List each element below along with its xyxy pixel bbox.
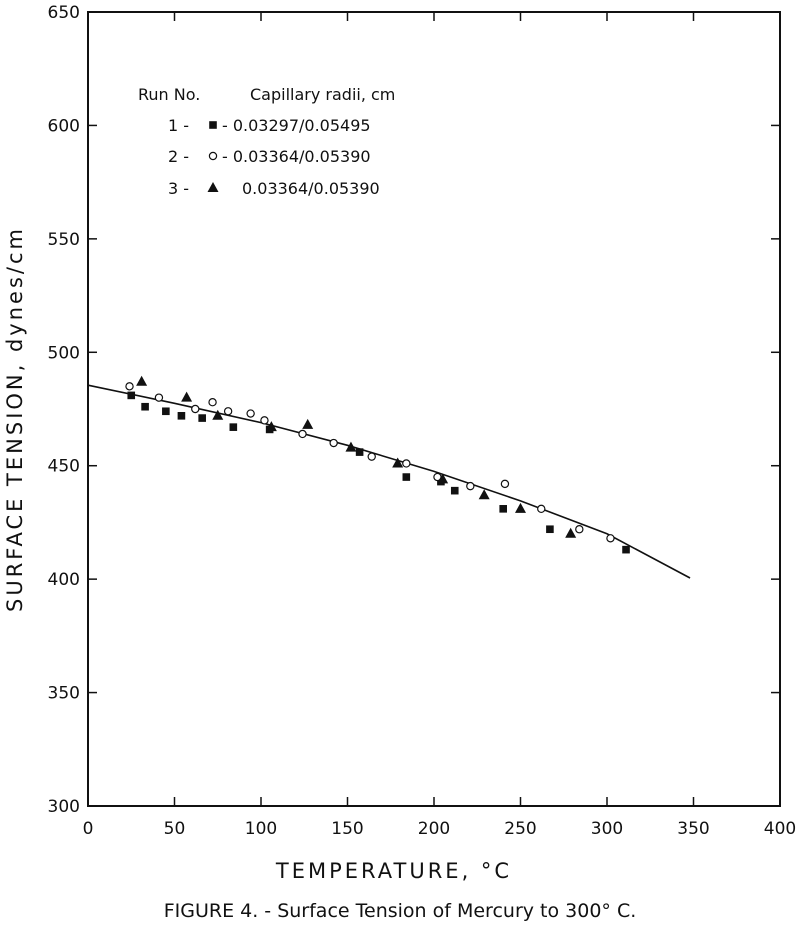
data-point-run-3 [565, 527, 577, 538]
data-point-run-2 [260, 416, 269, 425]
data-point-run-1 [622, 545, 630, 554]
data-point-run-2 [246, 409, 255, 418]
y-tick-label: 500 [48, 343, 80, 363]
x-tick-label: 250 [504, 819, 536, 839]
data-point-run-3 [302, 418, 314, 429]
data-point-run-2 [606, 534, 615, 543]
y-tick-label: 400 [48, 570, 80, 590]
data-point-run-1 [546, 525, 554, 534]
data-point-run-1 [177, 412, 186, 420]
data-point-run-1 [198, 414, 206, 422]
legend-header-radii: Capillary radii, cm [250, 85, 395, 104]
y-tick-label: 550 [48, 230, 80, 250]
data-point-run-2 [402, 459, 411, 468]
x-tick-label: 200 [418, 819, 450, 839]
data-point-run-2 [208, 397, 217, 407]
data-point-run-1 [402, 473, 411, 481]
legend-run-number: 3 - [168, 179, 189, 198]
data-point-run-2 [466, 481, 475, 491]
x-tick-label: 100 [245, 819, 277, 839]
legend-marker-circle [208, 151, 218, 161]
x-tick-label: 0 [83, 819, 94, 839]
figure-caption: FIGURE 4. - Surface Tension of Mercury t… [163, 900, 637, 922]
data-point-run-3 [345, 441, 357, 452]
fit-line [87, 384, 691, 579]
data-point-run-2 [537, 504, 546, 514]
x-tick-label: 300 [591, 819, 623, 839]
data-point-run-3 [478, 489, 490, 500]
data-point-run-3 [392, 457, 404, 468]
data-point-run-1 [499, 505, 507, 513]
y-axis-label: SURFACE TENSION, dynes/cm [3, 226, 27, 612]
data-point-run-1 [141, 402, 149, 411]
legend-marker-square [209, 121, 217, 129]
legend-header-run: Run No. [138, 85, 200, 104]
data-point-run-1 [127, 391, 136, 400]
legend-marker-triangle [207, 182, 219, 192]
x-tick-label: 50 [164, 819, 186, 839]
data-point-run-2 [223, 407, 233, 416]
legend-entry-text: - 0.03297/0.05495 [222, 116, 371, 135]
legend-run-number: 1 - [168, 116, 189, 135]
y-tick-label: 650 [48, 3, 80, 23]
data-point-run-3 [437, 473, 449, 484]
data-point-run-1 [355, 448, 364, 456]
y-tick-label: 300 [48, 797, 80, 817]
data-point-run-2 [125, 382, 134, 391]
legend-entry-text: - 0.03364/0.05390 [222, 147, 371, 166]
plot-area: 0 50 100 150 200 250 300 350 400 300 350 400 450 500 5… [3, 3, 796, 883]
data-point-run-3 [265, 421, 277, 432]
x-axis-label: TEMPERATURE, °C [275, 859, 512, 883]
data-point-run-1 [450, 486, 459, 495]
y-tick-label: 450 [48, 457, 80, 477]
data-point-run-2 [500, 479, 510, 489]
surface-tension-chart: 0 50 100 150 200 250 300 350 400 300 350 400 450 500 5… [3, 3, 796, 883]
data-point-run-1 [162, 407, 170, 416]
y-tick-label: 350 [48, 684, 80, 704]
data-point-run-2 [154, 393, 164, 402]
data-point-run-2 [298, 429, 307, 439]
y-tick-label: 600 [48, 116, 80, 136]
data-point-run-3 [181, 391, 193, 402]
legend-entry-text: 0.03364/0.05390 [242, 179, 380, 198]
data-point-run-3 [136, 375, 148, 386]
data-point-run-1 [229, 423, 238, 431]
data-point-run-2 [575, 525, 584, 534]
legend-run-number: 2 - [168, 147, 189, 166]
data-point-run-2 [367, 452, 376, 461]
x-tick-label: 350 [677, 819, 709, 839]
data-point-run-3 [212, 409, 224, 420]
x-tick-label: 400 [764, 819, 796, 839]
data-point-run-2 [329, 438, 338, 448]
data-point-run-3 [515, 502, 526, 513]
x-tick-label: 150 [331, 819, 363, 839]
data-point-run-2 [191, 404, 200, 414]
